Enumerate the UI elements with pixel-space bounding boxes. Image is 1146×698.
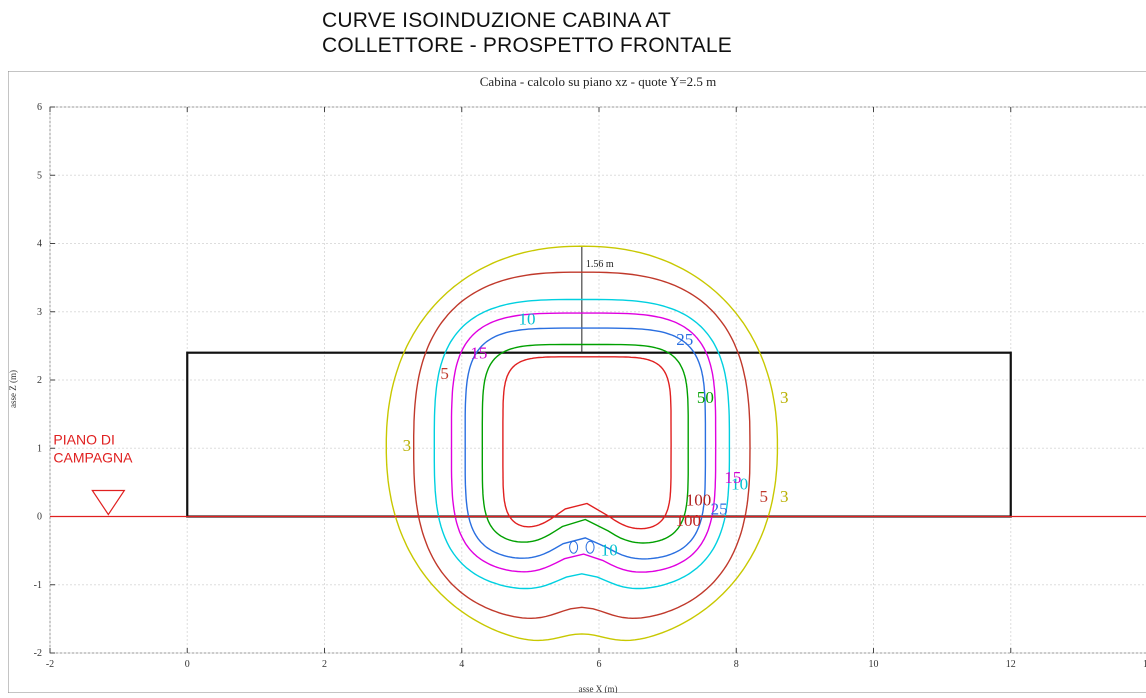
chart-title: Cabina - calcolo su piano xz - quote Y=2…	[480, 74, 716, 89]
y-tick-label: 0	[37, 512, 42, 523]
contour-label: 3	[780, 487, 789, 506]
contour-level-50	[481, 343, 689, 544]
y-tick-label: -2	[34, 648, 42, 659]
notch-loop	[569, 540, 579, 554]
x-tick-label: 14	[1143, 659, 1146, 670]
contour-label: 10	[518, 310, 535, 329]
contour-label: 50	[697, 388, 714, 407]
contour-level-3	[385, 245, 779, 642]
x-tick-label: -2	[46, 659, 54, 670]
heading-line-2: COLLETTORE - PROSPETTO FRONTALE	[322, 34, 732, 57]
ground-label-line: PIANO DI	[53, 432, 114, 448]
contour-label: 100	[675, 511, 701, 530]
ground-label-line: CAMPAGNA	[53, 450, 133, 466]
y-axis-label: asse Z (m)	[8, 370, 18, 408]
x-tick-label: 12	[1006, 659, 1016, 670]
contour-label: 15	[470, 344, 487, 363]
contour-label: 25	[711, 499, 728, 518]
x-tick-label: 10	[869, 659, 879, 670]
y-tick-label: 6	[37, 102, 42, 113]
contour-level-10	[433, 298, 731, 590]
contour-label: 100	[686, 490, 712, 509]
contour-label: 3	[780, 388, 789, 407]
x-tick-label: 0	[185, 659, 190, 670]
y-tick-label: 3	[37, 307, 42, 318]
measure-label: 1.56 m	[586, 259, 614, 270]
y-tick-label: 2	[37, 375, 42, 386]
contour-lines	[385, 245, 779, 642]
x-tick-label: 6	[597, 659, 602, 670]
contour-label: 3	[403, 436, 412, 455]
contour-chart: Cabina - calcolo su piano xz - quote Y=2…	[7, 70, 1146, 694]
contour-level-25	[464, 327, 707, 560]
y-tick-label: 4	[37, 239, 42, 250]
y-tick-label: 1	[37, 443, 42, 454]
contour-label: 25	[676, 330, 693, 349]
chart-heading: CURVE ISOINDUZIONE CABINA AT COLLETTORE …	[322, 8, 732, 58]
ground-layer: PIANO DI CAMPAGNA	[50, 432, 1146, 518]
contour-level-100	[502, 356, 672, 530]
x-axis-label: asse X (m)	[579, 684, 618, 693]
contour-label: 5	[440, 364, 449, 383]
notch-loop	[585, 540, 595, 554]
contour-label: 10	[601, 540, 618, 559]
x-tick-label: 4	[459, 659, 464, 670]
heading-line-1: CURVE ISOINDUZIONE CABINA AT	[322, 9, 672, 32]
ground-marker-icon	[91, 489, 126, 516]
y-tick-label: 5	[37, 170, 42, 181]
contour-label: 10	[731, 475, 748, 494]
contour-level-15	[450, 312, 717, 573]
y-tick-label: -1	[34, 580, 42, 591]
chart-frame: Cabina - calcolo su piano xz - quote Y=2…	[7, 70, 1146, 694]
x-tick-label: 2	[322, 659, 327, 670]
x-tick-label: 8	[734, 659, 739, 670]
contour-label: 5	[759, 487, 768, 506]
contour-level-5	[413, 271, 751, 620]
contour-label: 15	[724, 468, 741, 487]
